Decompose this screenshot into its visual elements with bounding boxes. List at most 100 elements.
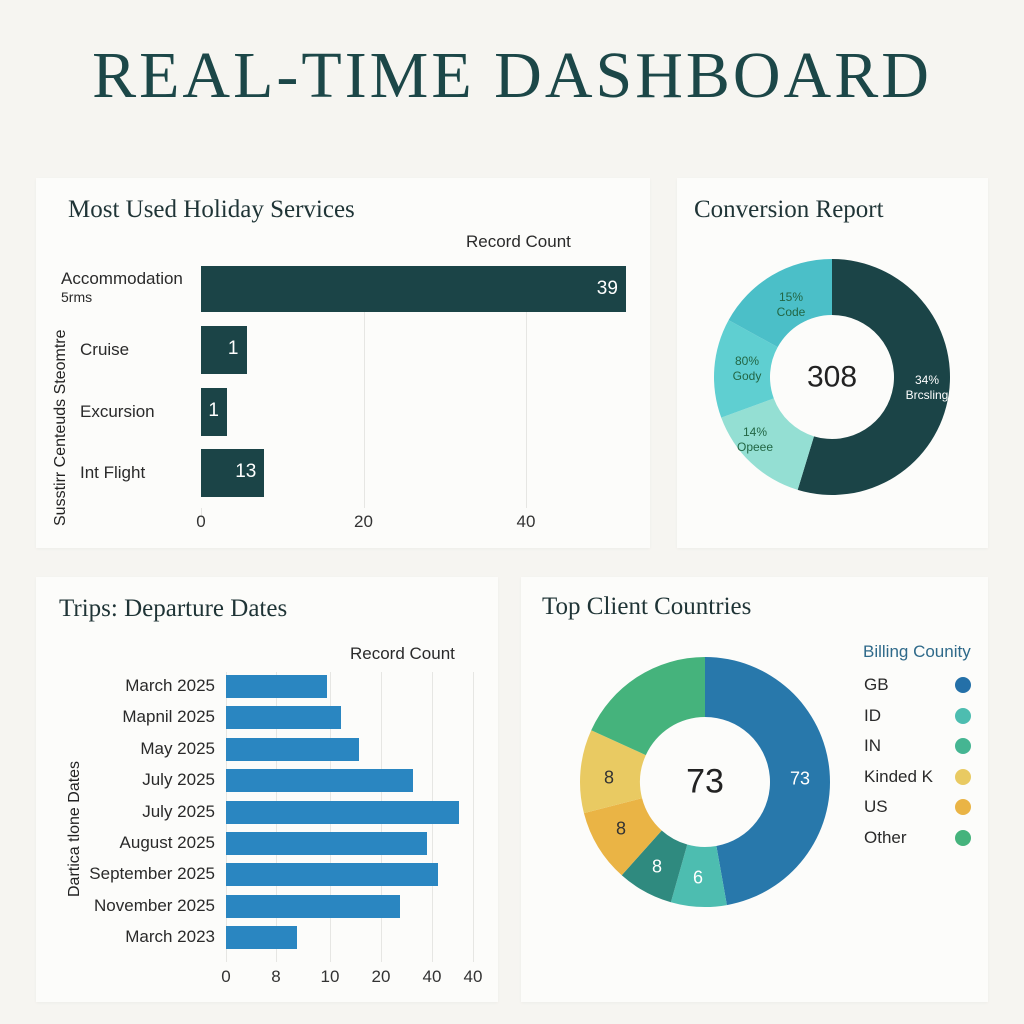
card-title: Conversion Report (694, 196, 884, 223)
bar-value-label: 1 (208, 400, 219, 421)
donut-chart (580, 657, 831, 907)
legend-swatch-icon (955, 738, 971, 754)
category-label: Mapnil 2025 (122, 707, 215, 727)
slice-name: Code (776, 305, 806, 319)
card-title: Top Client Countries (542, 593, 752, 620)
card-title: Most Used Holiday Services (68, 196, 355, 223)
legend-label: ID (864, 705, 881, 725)
bar-value-label: 39 (596, 278, 618, 299)
bar: 1 (201, 388, 227, 436)
category-label-line: Cruise (80, 340, 130, 359)
donut-slice-in (621, 830, 688, 903)
bar (226, 926, 297, 950)
conversion-report-card: Conversion Report 308 34% Brcsling 14% Ope… (677, 178, 988, 548)
x-tick-label: 40 (463, 967, 483, 986)
donut-slice-us (583, 798, 662, 876)
slice-pct: 14% (742, 425, 768, 439)
bar (226, 675, 327, 698)
slice-label-gb: 73 (789, 768, 811, 789)
donut-center-label: 308 (806, 360, 858, 394)
slice-name: Gody (732, 369, 762, 383)
category-label-line: Accommodation (61, 269, 183, 288)
donut-slice-other (591, 657, 705, 756)
gridline (526, 308, 527, 508)
bar: 13 (201, 449, 265, 497)
x-tick-label: 40 (422, 967, 442, 986)
bar (226, 800, 459, 824)
category-label: July 2025 (142, 770, 215, 790)
category-label: March 2025 (125, 676, 215, 695)
category-label: Excursion (80, 403, 155, 421)
slice-label-code: 15% Code (777, 290, 806, 320)
x-tick-label: 8 (271, 967, 281, 986)
slice-pct: 80% (734, 354, 760, 368)
card-title: Trips: Departure Dates (59, 595, 288, 622)
category-label-line: 5rms (61, 289, 93, 305)
donut-center-label: 73 (686, 762, 724, 801)
bar (226, 706, 342, 730)
category-label: May 2025 (140, 738, 215, 758)
legend-title: Billing Counity (863, 642, 971, 661)
legend-swatch-icon (955, 829, 971, 846)
category-label: August 2025 (119, 833, 215, 852)
slice-pct: 15% (778, 290, 804, 304)
donut-slice-opeee (721, 398, 814, 490)
donut-slice-gody (714, 320, 778, 418)
slice-label-opeee: 14% Opeee (737, 425, 773, 455)
bar (226, 737, 360, 761)
donut-slice-brcsling (797, 259, 950, 495)
x-tick-label: 0 (221, 967, 231, 986)
slice-label-us: 8 (615, 818, 627, 839)
departure-dates-card: Trips: Departure Dates Record Count Dart… (36, 577, 498, 1002)
legend-swatch-icon (955, 707, 971, 724)
bar: 1 (201, 326, 247, 374)
bar-value-label: 13 (235, 461, 257, 482)
donut-slice-gb (705, 657, 831, 906)
donut-slice-id (670, 844, 727, 907)
x-tick-label: 0 (196, 512, 206, 531)
legend-label: GB (864, 675, 889, 694)
x-tick-label: 20 (354, 512, 373, 531)
x-tick-label: 10 (320, 967, 340, 986)
bar (226, 832, 427, 855)
legend-swatch-icon (955, 677, 971, 693)
category-label: September 2025 (89, 864, 215, 884)
slice-label-kinded: 8 (603, 767, 615, 788)
x-axis-title: Record Count (466, 232, 571, 251)
legend-label: US (864, 797, 888, 816)
legend-label: Other (864, 827, 907, 847)
holiday-services-card: Most Used Holiday Services Record Count … (36, 178, 650, 548)
x-tick-label: 20 (371, 967, 391, 986)
gridline (201, 508, 202, 518)
gridline (363, 308, 365, 508)
bar (226, 894, 400, 918)
slice-label-id: 6 (692, 867, 704, 888)
gridline (473, 672, 474, 962)
category-label-line: Excursion (80, 402, 155, 421)
legend-swatch-icon (955, 799, 971, 815)
x-tick-label: 40 (516, 512, 536, 531)
legend-swatch-icon (955, 768, 971, 785)
category-label: Int Flight (80, 464, 145, 482)
donut-slice-code (728, 259, 832, 348)
bar (226, 863, 439, 887)
legend-label: Kinded K (864, 766, 933, 786)
slice-pct: 34% (914, 373, 940, 387)
bar: 39 (201, 266, 626, 312)
bar-value-label: 1 (227, 338, 239, 359)
bar (226, 769, 414, 793)
donut-slice-kinded-k (580, 730, 646, 814)
category-label-line: Int Flight (80, 463, 146, 482)
page-title: REAL-TIME DASHBOARD (92, 39, 932, 112)
x-axis-title: Record Count (350, 644, 455, 663)
slice-name: Brcsling (905, 388, 949, 402)
category-label: November 2025 (94, 895, 215, 915)
donut-chart (714, 259, 950, 495)
category-label: Cruise (80, 341, 129, 359)
legend-label: IN (864, 736, 881, 755)
category-label: Accommodation 5rms (61, 270, 183, 306)
category-label: March 2023 (125, 927, 215, 947)
slice-label-in: 8 (651, 856, 663, 877)
slice-name: Opeee (736, 440, 774, 454)
slice-label-booking: 34% Brcsling (906, 373, 949, 403)
